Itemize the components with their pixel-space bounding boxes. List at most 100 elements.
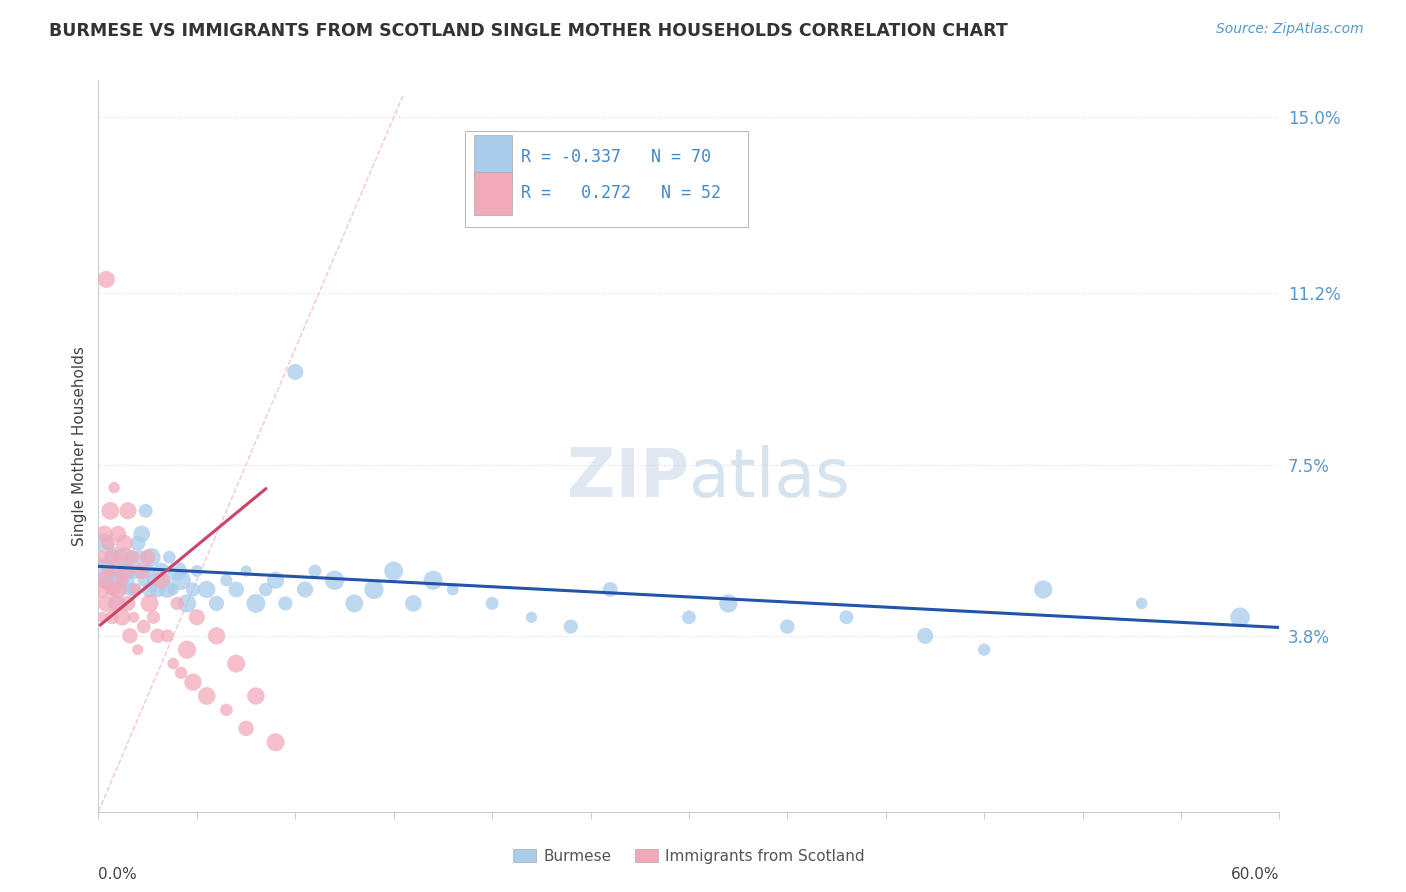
- Point: [117, 596, 139, 610]
- Point: [481, 596, 503, 610]
- Point: [245, 689, 267, 703]
- Point: [170, 574, 193, 588]
- Point: [1032, 582, 1054, 597]
- Point: [96, 272, 118, 286]
- Point: [166, 564, 188, 578]
- Legend: Burmese, Immigrants from Scotland: Burmese, Immigrants from Scotland: [508, 843, 870, 870]
- Point: [101, 610, 124, 624]
- Point: [132, 574, 155, 588]
- Point: [117, 504, 139, 518]
- Point: [150, 564, 173, 578]
- Text: R = -0.337   N = 70: R = -0.337 N = 70: [522, 148, 711, 166]
- Point: [91, 610, 114, 624]
- Point: [274, 596, 297, 610]
- Point: [142, 610, 165, 624]
- Point: [138, 596, 160, 610]
- Point: [225, 657, 247, 671]
- Point: [122, 610, 145, 624]
- Point: [141, 550, 163, 565]
- Point: [97, 559, 120, 574]
- Point: [323, 574, 346, 588]
- Point: [215, 574, 238, 588]
- Point: [294, 582, 316, 597]
- Point: [122, 582, 145, 597]
- Point: [131, 527, 153, 541]
- Point: [776, 619, 799, 633]
- Point: [125, 564, 148, 578]
- Point: [162, 582, 184, 597]
- Point: [115, 564, 138, 578]
- Point: [146, 582, 169, 597]
- Point: [1229, 610, 1251, 624]
- Point: [101, 582, 124, 597]
- Text: Source: ZipAtlas.com: Source: ZipAtlas.com: [1216, 22, 1364, 37]
- Point: [125, 582, 148, 597]
- Text: BURMESE VS IMMIGRANTS FROM SCOTLAND SINGLE MOTHER HOUSEHOLDS CORRELATION CHART: BURMESE VS IMMIGRANTS FROM SCOTLAND SING…: [49, 22, 1008, 40]
- Point: [89, 582, 111, 597]
- FancyBboxPatch shape: [474, 135, 512, 178]
- Point: [112, 536, 135, 550]
- Point: [146, 629, 169, 643]
- Point: [115, 564, 138, 578]
- Point: [131, 564, 153, 578]
- FancyBboxPatch shape: [464, 131, 748, 227]
- Text: R =   0.272   N = 52: R = 0.272 N = 52: [522, 185, 721, 202]
- Point: [343, 596, 366, 610]
- Point: [118, 582, 141, 597]
- Point: [108, 574, 131, 588]
- Point: [118, 629, 141, 643]
- Point: [717, 596, 740, 610]
- Point: [127, 642, 149, 657]
- Point: [98, 550, 121, 565]
- Point: [103, 481, 125, 495]
- Point: [678, 610, 700, 624]
- Point: [235, 564, 257, 578]
- Text: 0.0%: 0.0%: [98, 867, 138, 882]
- Point: [98, 582, 121, 597]
- Point: [127, 536, 149, 550]
- Text: atlas: atlas: [689, 445, 849, 511]
- Point: [111, 574, 134, 588]
- Point: [156, 629, 179, 643]
- Point: [107, 582, 129, 597]
- Point: [112, 550, 135, 565]
- Point: [284, 365, 307, 379]
- Point: [93, 527, 115, 541]
- Text: ZIP: ZIP: [567, 445, 689, 511]
- Point: [835, 610, 858, 624]
- Point: [96, 596, 118, 610]
- Point: [264, 735, 287, 749]
- Point: [97, 536, 120, 550]
- Point: [105, 596, 128, 610]
- Point: [382, 564, 405, 578]
- Point: [1130, 596, 1153, 610]
- Point: [195, 582, 218, 597]
- Point: [117, 574, 139, 588]
- Point: [157, 550, 180, 565]
- Point: [150, 574, 173, 588]
- Point: [215, 703, 238, 717]
- Point: [111, 582, 134, 597]
- Point: [162, 657, 184, 671]
- FancyBboxPatch shape: [474, 171, 512, 215]
- Point: [135, 504, 157, 518]
- Point: [91, 564, 114, 578]
- Point: [138, 582, 160, 597]
- Point: [402, 596, 425, 610]
- Point: [205, 596, 228, 610]
- Point: [97, 564, 120, 578]
- Point: [132, 619, 155, 633]
- Point: [520, 610, 543, 624]
- Point: [98, 504, 121, 518]
- Point: [136, 564, 159, 578]
- Point: [264, 574, 287, 588]
- Point: [186, 564, 208, 578]
- Point: [91, 550, 114, 565]
- Y-axis label: Single Mother Households: Single Mother Households: [72, 346, 87, 546]
- Point: [181, 582, 204, 597]
- Point: [973, 642, 995, 657]
- Point: [111, 610, 134, 624]
- Point: [254, 582, 277, 597]
- Point: [105, 564, 128, 578]
- Point: [176, 642, 198, 657]
